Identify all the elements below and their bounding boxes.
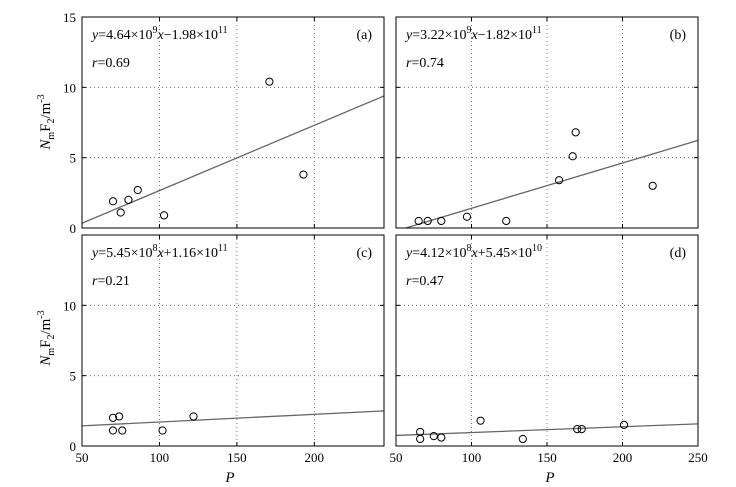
- y-tick-label: 5: [70, 151, 77, 166]
- data-point: [437, 433, 446, 442]
- data-point: [554, 176, 564, 185]
- ylabel-exp: -3: [36, 94, 47, 102]
- plot-frame: [81, 234, 385, 447]
- correlation-coefficient: r=0.21: [92, 274, 130, 289]
- ylabel-top: NmF2/m-3: [36, 94, 57, 150]
- ylabel-rest: F: [38, 124, 54, 132]
- fit-line: [405, 139, 699, 229]
- data-point: [462, 212, 472, 221]
- data-point: [115, 412, 124, 421]
- regression-equation: y=4.64×109x−1.98×1011: [90, 25, 228, 43]
- data-point: [108, 413, 118, 422]
- data-point: [159, 211, 169, 220]
- y-tick-label: 15: [63, 10, 76, 25]
- data-point: [124, 195, 133, 204]
- fit-line: [395, 423, 699, 437]
- panel-label: (a): [356, 28, 372, 43]
- data-point: [577, 425, 586, 434]
- data-point: [299, 170, 308, 179]
- data-point: [502, 216, 511, 226]
- correlation-coefficient: r=0.47: [406, 274, 444, 289]
- x-tick-label: 150: [227, 450, 247, 465]
- correlation-coefficient: r=0.74: [406, 56, 444, 71]
- data-point: [133, 185, 142, 195]
- ylabel-main: N: [38, 355, 54, 367]
- ylabel-sub: m: [46, 348, 57, 356]
- y-tick-label: 0: [70, 439, 77, 454]
- data-point: [265, 77, 274, 86]
- ylabel-unit: /m: [38, 318, 54, 334]
- svg-text:NmF2/m-3: NmF2/m-3: [36, 310, 57, 366]
- panel-4: 50 100 150 200 250 y=4.12×108x+5.45×1010 r=0.4…: [390, 234, 708, 465]
- x-tick-label: 200: [613, 450, 633, 465]
- data-point: [571, 128, 580, 137]
- data-point: [476, 416, 485, 425]
- panel-label: (d): [670, 246, 687, 261]
- data-point: [116, 208, 125, 217]
- panels: 0 5 10 15 y=4.64×109x−1.98×1011 r=0.69 (a) y=3.…: [63, 10, 708, 465]
- data-point: [158, 426, 167, 435]
- x-tick-label: 50: [390, 450, 403, 465]
- panel-label: (c): [356, 246, 372, 261]
- data-point: [619, 420, 629, 429]
- plot-frame: [395, 16, 699, 229]
- data-point: [414, 216, 423, 226]
- regression-equation: y=3.22×109x−1.82×1011: [404, 25, 542, 43]
- ylabel-sub2: 2: [46, 335, 57, 340]
- data-point: [189, 412, 198, 421]
- regression-equation: y=5.45×108x+1.16×1011: [90, 243, 228, 261]
- ylabel-unit: /m: [38, 102, 54, 118]
- data-point: [568, 152, 577, 161]
- ylabel-bottom: NmF2/m-3: [36, 310, 57, 366]
- ylabel-rest: F: [38, 340, 54, 348]
- data-point: [573, 425, 582, 434]
- x-tick-label: 250: [688, 450, 708, 465]
- x-tick-label: 200: [305, 450, 325, 465]
- data-point: [518, 434, 527, 444]
- data-point: [648, 181, 657, 190]
- regression-equation: y=4.12×108x+5.45×1010: [404, 243, 542, 261]
- fit-line: [81, 410, 385, 427]
- plot-frame: [81, 16, 385, 229]
- ylabel-main: N: [38, 139, 54, 151]
- x-tick-label: 150: [537, 450, 557, 465]
- data-point: [437, 216, 446, 226]
- y-tick-label: 10: [63, 298, 76, 313]
- y-tick-label: 10: [63, 80, 76, 95]
- ylabel-sub2: 2: [46, 119, 57, 124]
- ylabel-exp: -3: [36, 310, 47, 318]
- data-point: [108, 426, 118, 435]
- panel-1: 0 5 10 15 y=4.64×109x−1.98×1011 r=0.69 (a): [63, 10, 385, 236]
- svg-text:NmF2/m-3: NmF2/m-3: [36, 94, 57, 150]
- y-tick-label: 5: [70, 369, 77, 384]
- data-point: [423, 216, 432, 226]
- data-point: [118, 426, 127, 435]
- correlation-coefficient: r=0.69: [92, 56, 130, 71]
- xlabel-left: P: [224, 470, 234, 486]
- data-point: [429, 432, 438, 441]
- xlabel-right: P: [544, 470, 554, 486]
- panel-label: (b): [670, 28, 687, 43]
- fit-line: [81, 95, 385, 224]
- data-point: [416, 434, 425, 444]
- x-tick-label: 50: [76, 450, 89, 465]
- y-tick-label: 0: [70, 221, 77, 236]
- x-tick-label: 100: [462, 450, 482, 465]
- ylabel-sub: m: [46, 132, 57, 140]
- panel-3: 50 100 150 200 0 5 10 y=5.45×108x+1.16×1011 r=0.…: [63, 234, 385, 465]
- data-point: [108, 197, 118, 206]
- plot-frame: [395, 234, 699, 447]
- panel-2: y=3.22×109x−1.82×1011 r=0.74 (b): [395, 16, 699, 229]
- x-tick-label: 100: [150, 450, 170, 465]
